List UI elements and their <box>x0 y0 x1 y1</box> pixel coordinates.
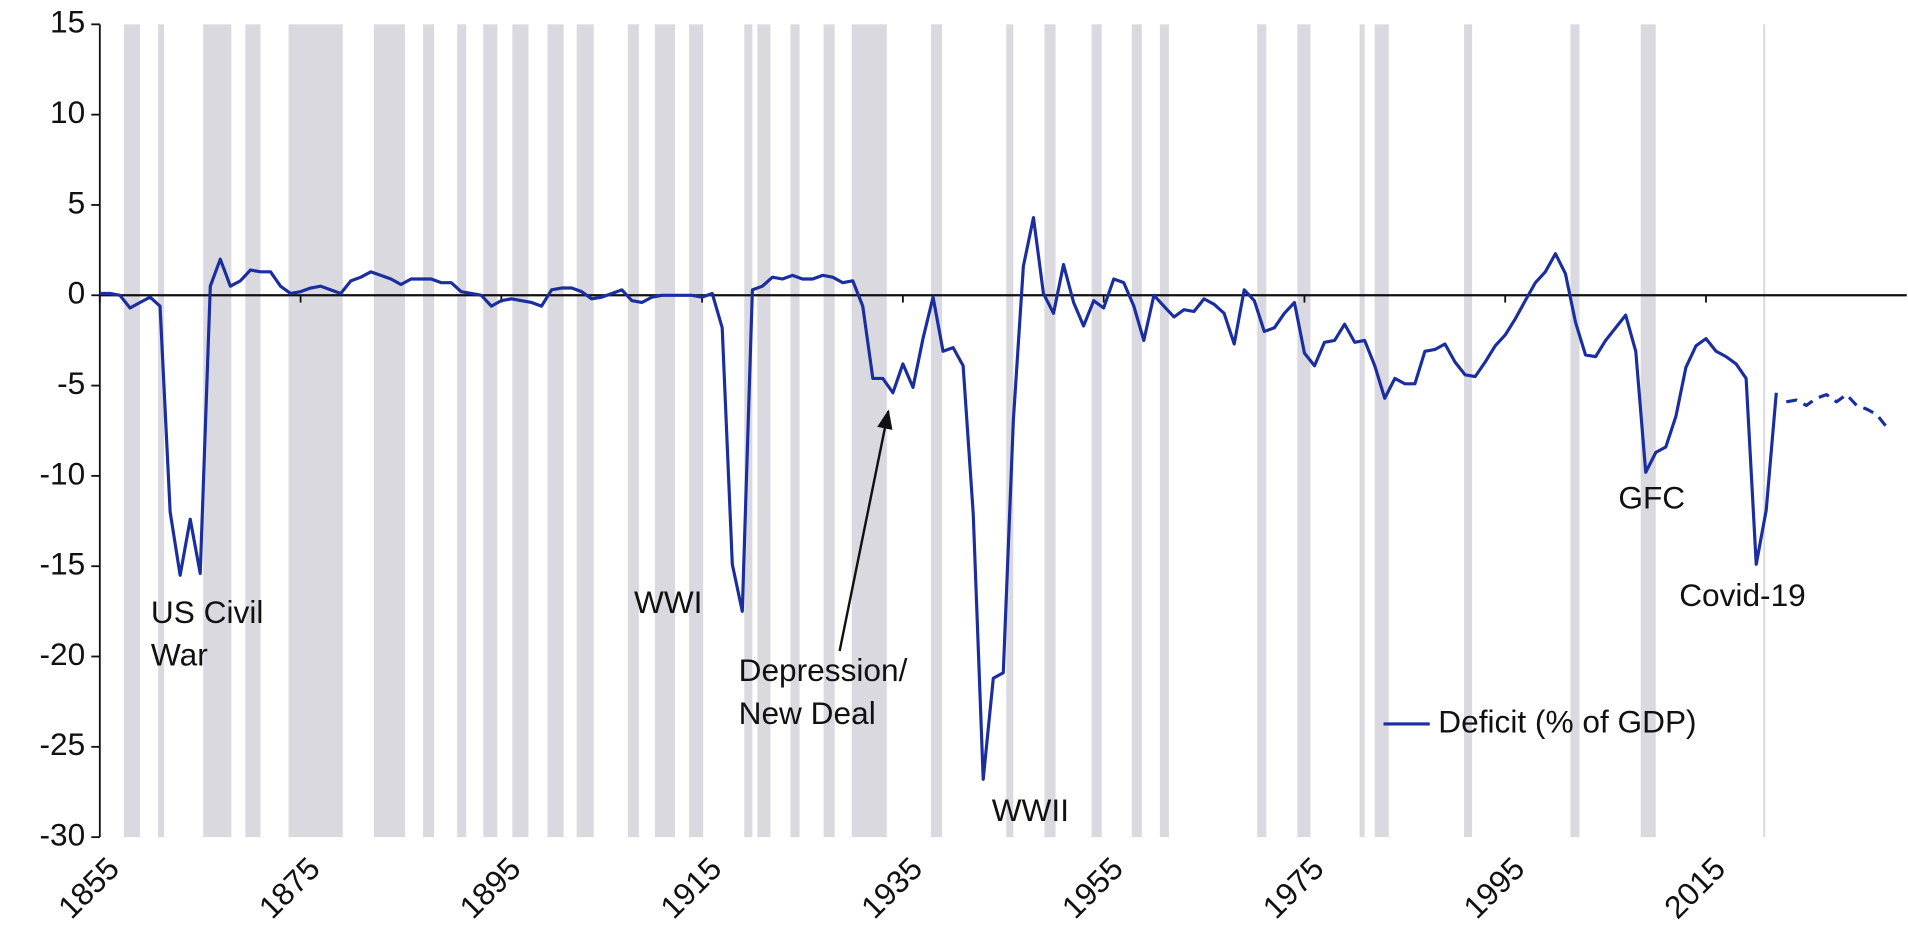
shaded-period <box>689 24 704 838</box>
shaded-period <box>851 24 887 838</box>
shaded-period <box>1374 24 1389 838</box>
shaded-period <box>1763 24 1766 838</box>
x-tick-label: 1935 <box>854 850 929 925</box>
annotations: Deficit (% of GDP) US Civil War WWI Depressi… <box>151 479 1806 828</box>
shaded-period <box>288 24 343 838</box>
legend-label: Deficit (% of GDP) <box>1438 703 1696 739</box>
shaded-period <box>931 24 943 838</box>
shaded-period <box>1297 24 1311 838</box>
shaded-period <box>757 24 771 838</box>
shaded-period <box>1006 24 1014 838</box>
shaded-period <box>790 24 800 838</box>
shaded-period <box>1044 24 1056 838</box>
shaded-period <box>245 24 261 838</box>
annotation: WWI <box>634 584 703 620</box>
shaded-period <box>654 24 676 838</box>
shaded-period <box>576 24 594 838</box>
data-line <box>99 215 1778 781</box>
axes: -30 -25 -20 -15 -10 -5 0 5 10 15 1855 1875 1895 1915 1… <box>40 4 1907 925</box>
y-tick-label: 5 <box>68 184 86 220</box>
x-tick-label: 1995 <box>1456 850 1531 925</box>
shaded-period <box>1570 24 1580 838</box>
x-tick-label: 2015 <box>1657 850 1732 925</box>
shaded-period <box>158 24 165 838</box>
lines <box>99 215 1888 781</box>
x-tick-label: 1895 <box>452 850 527 925</box>
y-tick-label: -20 <box>40 636 86 672</box>
shaded-period <box>123 24 140 838</box>
x-tick-label: 1975 <box>1255 850 1330 925</box>
shaded-period <box>1131 24 1142 838</box>
y-tick-label: -10 <box>40 455 86 491</box>
shaded-period <box>547 24 564 838</box>
annotation: US Civil <box>151 594 263 630</box>
shaded-period <box>483 24 498 838</box>
shaded-period <box>1359 24 1365 838</box>
shaded-period <box>1257 24 1267 838</box>
annotation-arrow <box>838 409 893 652</box>
x-tick-label: 1955 <box>1055 850 1130 925</box>
annotation: New Deal <box>739 695 876 731</box>
x-tick-label: 1855 <box>51 850 126 925</box>
shaded-period <box>203 24 232 838</box>
annotation: Covid-19 <box>1679 577 1806 613</box>
shaded-period <box>457 24 467 838</box>
shaded-period <box>373 24 405 838</box>
annotation: Depression/ <box>739 652 908 688</box>
shaded-period <box>1464 24 1473 838</box>
shaded-period <box>1640 24 1656 838</box>
x-tick-label: 1875 <box>252 850 327 925</box>
data-line <box>1786 393 1888 429</box>
y-tick-label: -5 <box>57 365 85 401</box>
shaded-period <box>1091 24 1102 838</box>
y-tick-label: 0 <box>68 275 86 311</box>
shaded-period <box>1159 24 1169 838</box>
y-tick-label: -15 <box>40 546 86 582</box>
annotation: War <box>151 636 208 672</box>
shaded-period <box>512 24 529 838</box>
shaded-period <box>627 24 639 838</box>
x-tick-label: 1915 <box>653 850 728 925</box>
shaded-period <box>823 24 835 838</box>
shades <box>123 24 1766 838</box>
y-tick-label: -25 <box>40 726 86 762</box>
shaded-period <box>423 24 435 838</box>
annotation: GFC <box>1618 479 1685 515</box>
y-tick-label: 10 <box>50 94 85 130</box>
y-tick-label: 15 <box>50 4 85 40</box>
annotation: WWII <box>992 792 1069 828</box>
y-tick-label: -30 <box>40 817 86 853</box>
